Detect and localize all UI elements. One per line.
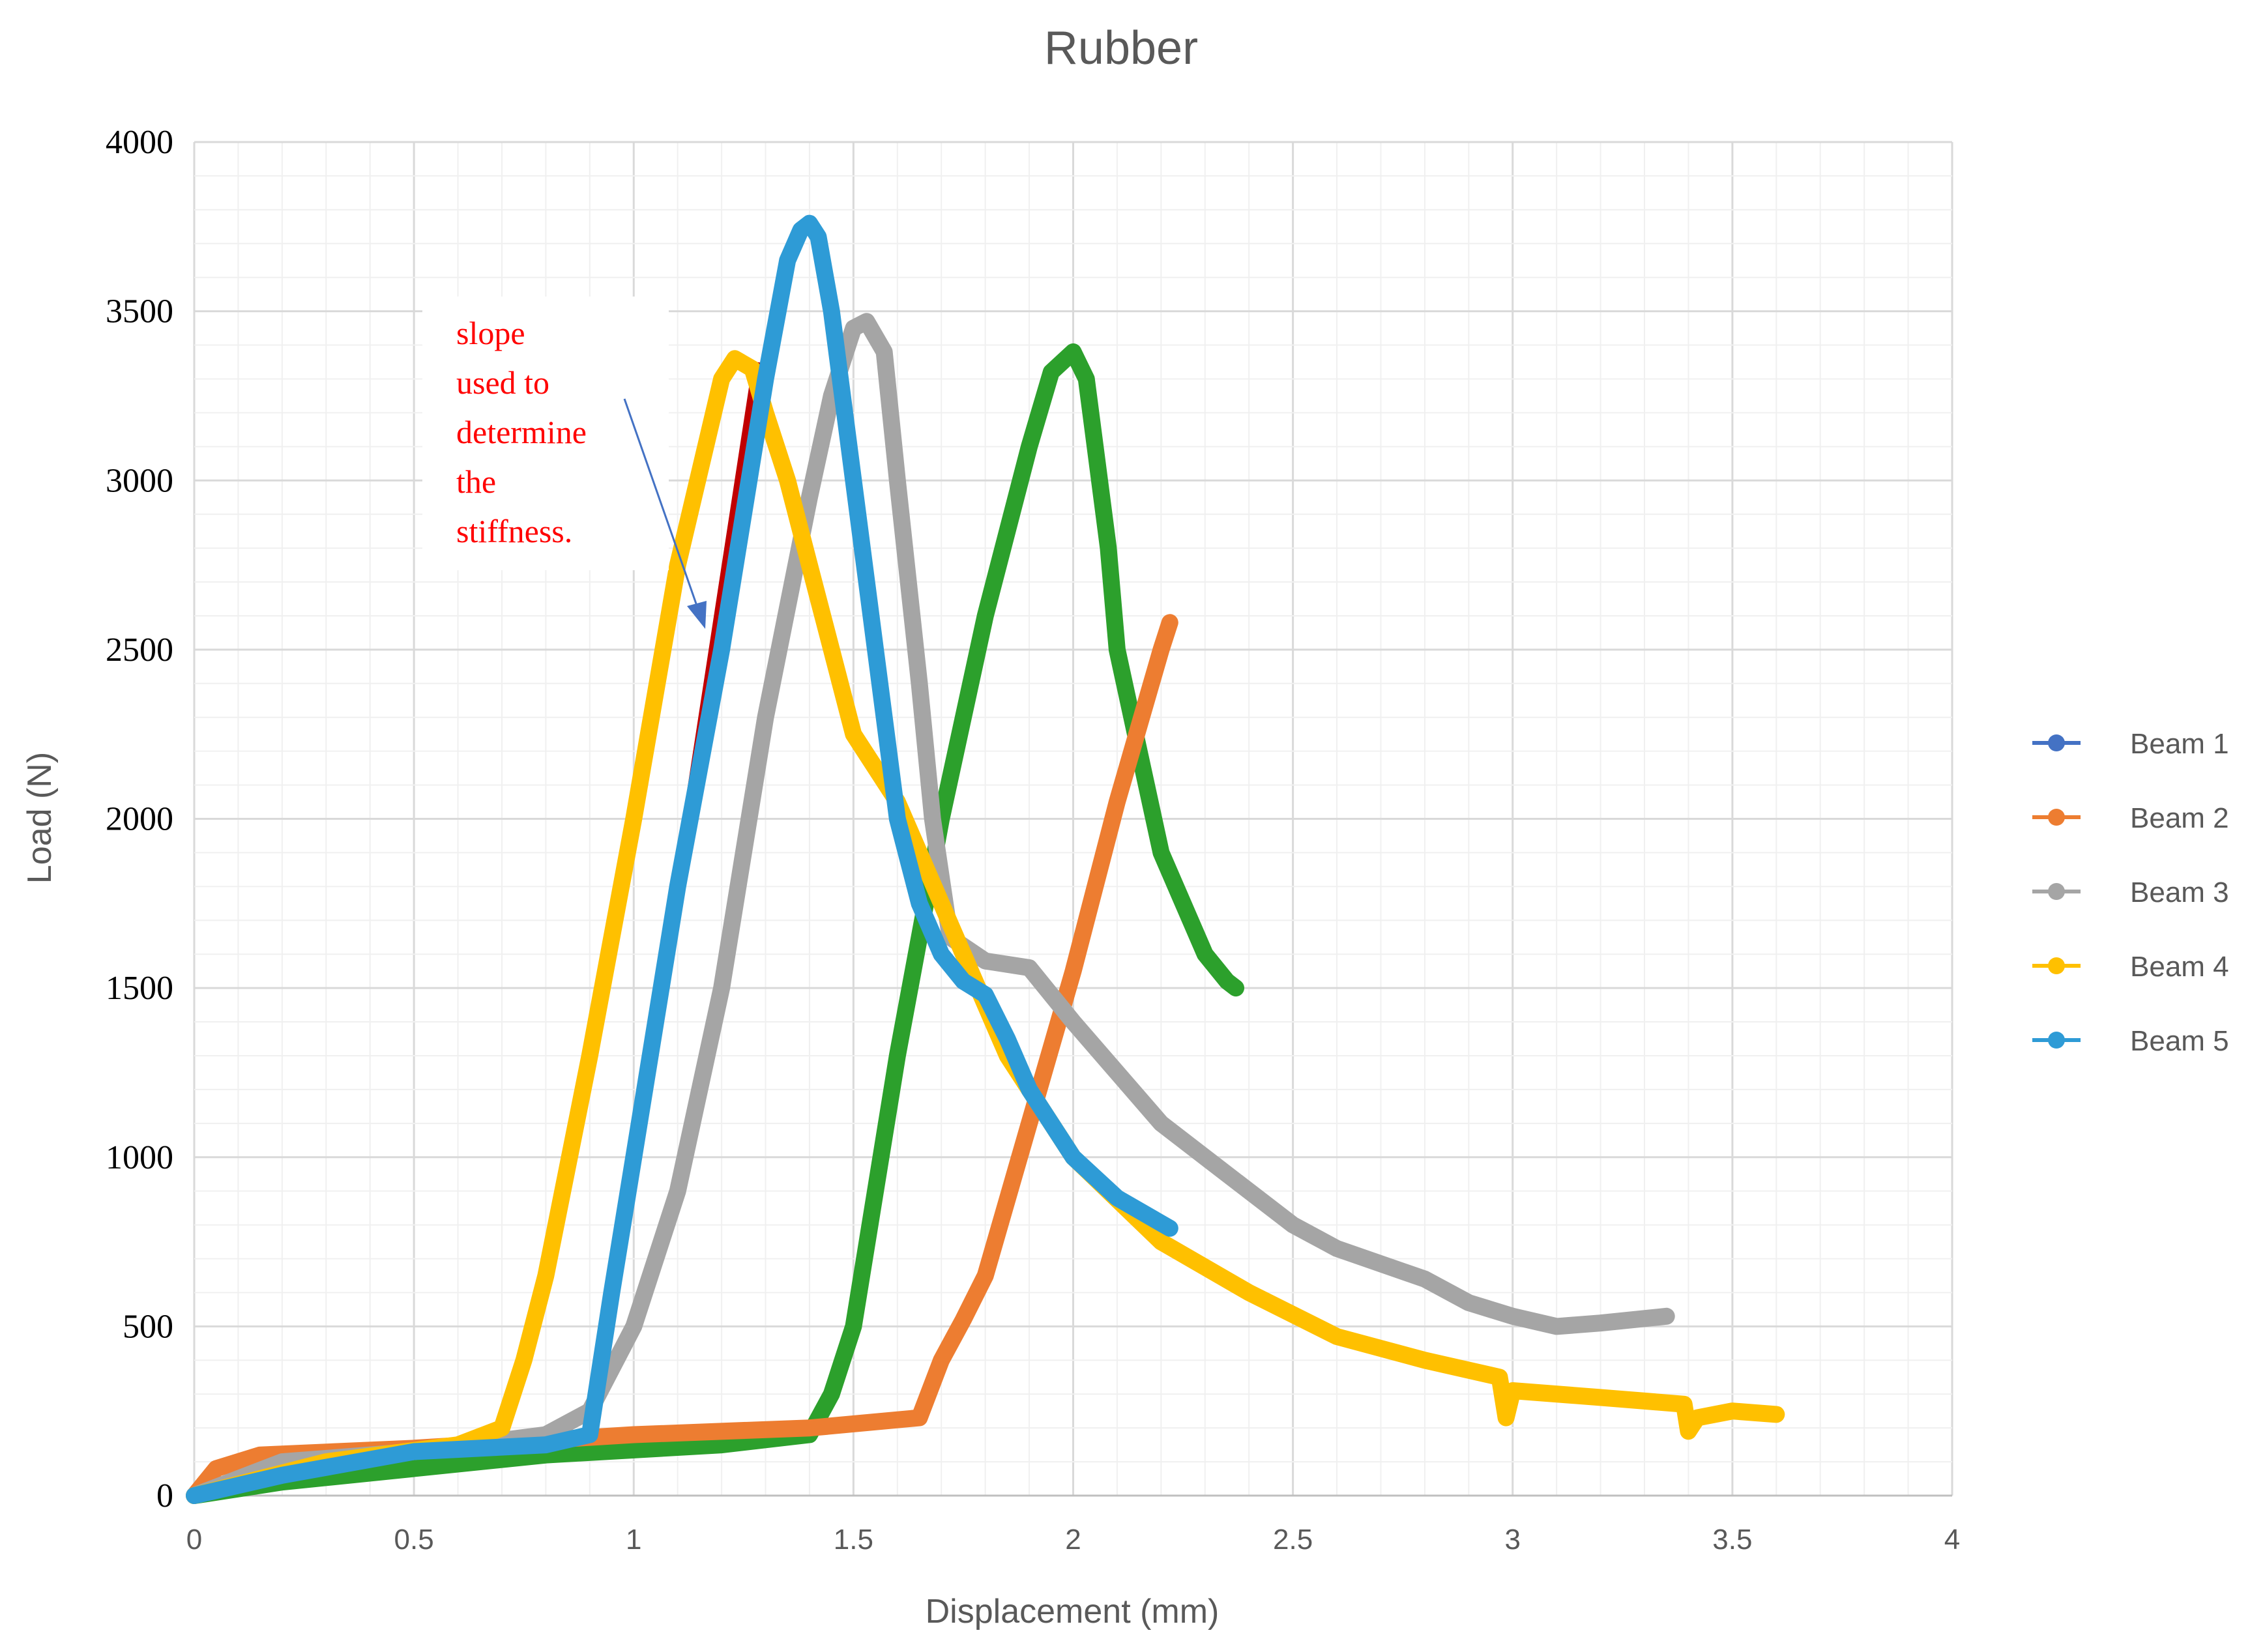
series-line-beam-3 <box>186 313 1675 1504</box>
annotation-arrow-head <box>687 601 707 629</box>
grid <box>193 141 1953 1497</box>
y-tick-label: 0 <box>156 1477 173 1514</box>
legend-label: Beam 5 <box>2130 1025 2229 1057</box>
y-tick-label: 4000 <box>106 124 173 161</box>
series-group <box>186 214 1785 1504</box>
x-tick-label: 0 <box>186 1524 202 1556</box>
y-tick-label: 500 <box>123 1308 173 1345</box>
annotation-text-line: the <box>456 463 496 500</box>
x-tick-label: 3.5 <box>1712 1524 1752 1556</box>
series-line-beam-1 <box>186 343 1244 1504</box>
x-tick-label: 2 <box>1065 1524 1081 1556</box>
legend-label: Beam 1 <box>2130 728 2229 760</box>
annotation-text-line: slope <box>456 315 525 351</box>
y-tick-label: 2000 <box>106 801 173 838</box>
x-axis-label: Displacement (mm) <box>926 1593 1220 1630</box>
legend-label: Beam 2 <box>2130 802 2229 834</box>
x-tick-labels: 0 0.5 1 1.5 2 2.5 3 3.5 4 <box>186 1524 1960 1556</box>
x-tick-label: 1 <box>626 1524 641 1556</box>
legend-label: Beam 3 <box>2130 877 2229 908</box>
x-tick-label: 4 <box>1944 1524 1960 1556</box>
y-tick-label: 1500 <box>106 970 173 1007</box>
series-line-beam-5 <box>186 214 1178 1504</box>
y-axis-label: Load (N) <box>21 752 59 884</box>
legend-marker <box>2048 809 2065 826</box>
annotation-arrow-shaft <box>623 398 699 608</box>
x-tick-label: 3 <box>1505 1524 1521 1556</box>
annotation-text-line: stiffness. <box>456 513 572 549</box>
chart-title: Rubber <box>1044 22 1198 74</box>
annotation-background <box>422 297 669 570</box>
legend: Beam 1 Beam 2 Beam 3 Beam 4 Beam 5 <box>2032 728 2229 1057</box>
annotation-text-line: determine <box>456 414 587 450</box>
legend-marker <box>2048 957 2065 974</box>
annotation-text-line: used to <box>456 364 549 401</box>
x-tick-label: 1.5 <box>834 1524 873 1556</box>
legend-marker <box>2048 883 2065 900</box>
y-tick-label: 3000 <box>106 462 173 499</box>
x-tick-label: 0.5 <box>394 1524 434 1556</box>
y-tick-labels: 0 500 1000 1500 2000 2500 3000 3500 4000 <box>106 124 173 1514</box>
annotation-box: slope used to determine the stiffness. <box>422 297 707 629</box>
legend-label: Beam 4 <box>2130 951 2229 983</box>
legend-marker <box>2048 1032 2065 1049</box>
y-tick-label: 1000 <box>106 1139 173 1176</box>
legend-marker <box>2048 734 2065 751</box>
y-tick-label: 3500 <box>106 293 173 330</box>
y-tick-label: 2500 <box>106 631 173 669</box>
x-tick-label: 2.5 <box>1273 1524 1313 1556</box>
